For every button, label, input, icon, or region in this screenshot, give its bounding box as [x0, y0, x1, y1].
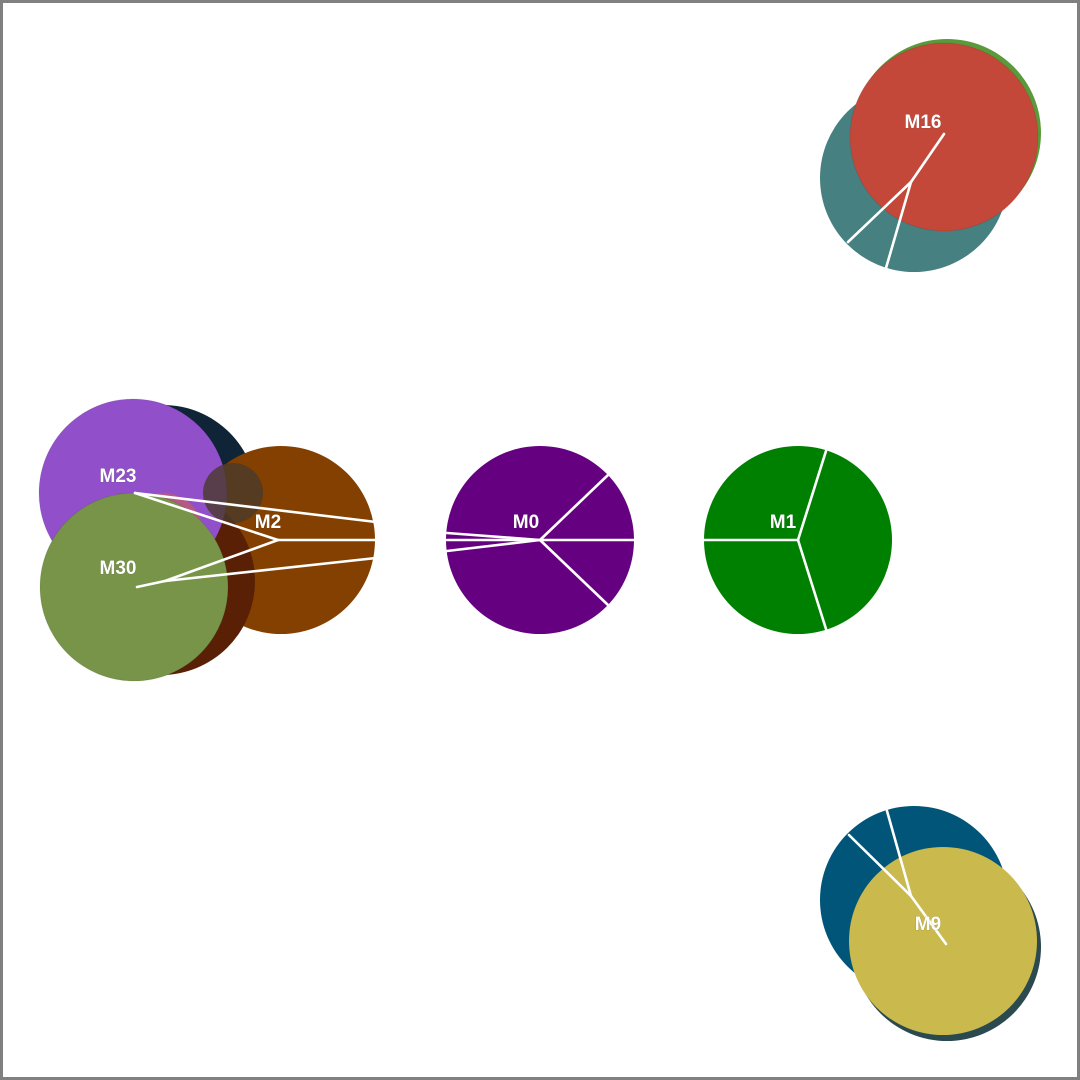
edge-m1-up	[796, 449, 828, 542]
node-m30[interactable]	[39, 492, 229, 682]
edge-m1-down	[796, 538, 828, 631]
edge-m9-a	[909, 894, 948, 946]
node-group-m0: M0	[445, 446, 636, 634]
edge-m16-a	[909, 132, 946, 184]
edge-m0-up	[538, 473, 610, 542]
edge-m9-b	[847, 833, 913, 898]
edge-m0-left-c	[445, 538, 542, 553]
edge-m23-m2-b	[133, 491, 280, 542]
edge-m9-c	[885, 809, 913, 898]
edge-m16-b	[846, 180, 913, 244]
diagram-svg: M16 M23 M2 M30	[38, 39, 1041, 1041]
node-label-m0: M0	[513, 512, 539, 533]
node-group-m1: M1	[702, 446, 892, 634]
edge-m30-m2-c	[163, 556, 378, 583]
edge-m30-m2-a	[135, 579, 167, 589]
node-label-m1: M1	[770, 512, 797, 533]
node-label-m30: M30	[100, 558, 137, 579]
edge-m0-down	[538, 538, 610, 607]
edge-m30-m2-b	[163, 538, 280, 583]
edge-m23-m2-a	[133, 491, 378, 524]
node-label-m2: M2	[255, 512, 281, 533]
node-cluster-left: M23 M2 M30	[38, 398, 378, 682]
node-label-m23: M23	[100, 466, 137, 487]
node-cluster-m16: M16	[820, 39, 1041, 272]
node-m16[interactable]	[849, 42, 1039, 232]
node-m23-overlap	[203, 463, 263, 523]
node-cluster-m9: M9	[820, 806, 1041, 1041]
node-label-m16: M16	[905, 112, 942, 133]
edge-m16-c	[884, 180, 913, 270]
node-label-m9: M9	[915, 914, 941, 935]
